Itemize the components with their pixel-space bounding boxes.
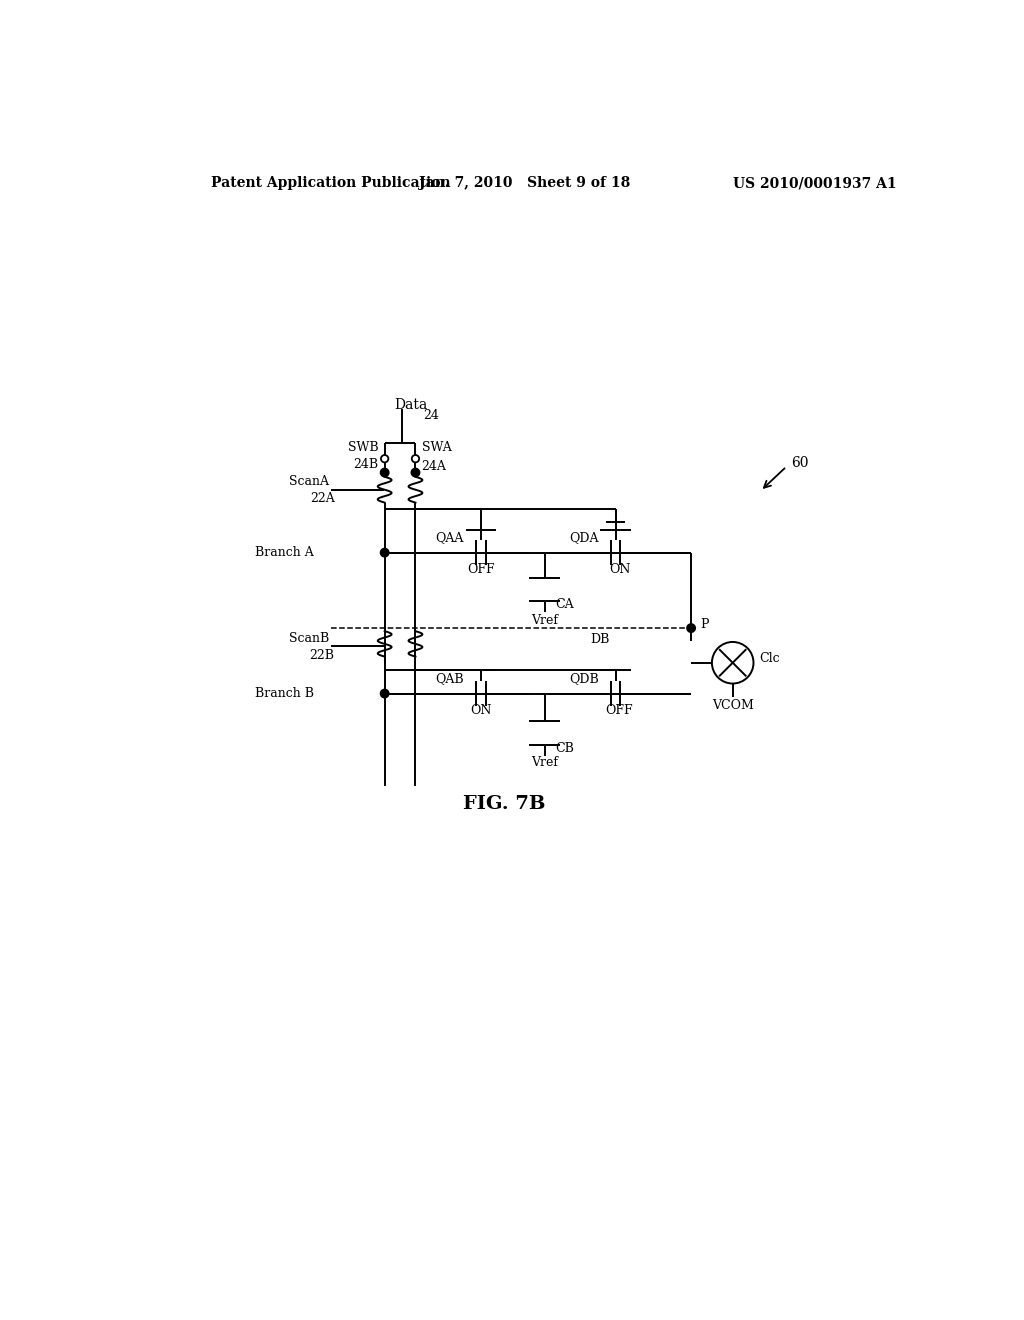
Text: SWA: SWA [422,441,452,454]
Circle shape [712,642,754,684]
Text: DB: DB [591,634,610,647]
Text: ScanB: ScanB [289,631,330,644]
Text: US 2010/0001937 A1: US 2010/0001937 A1 [732,176,896,190]
Circle shape [381,455,388,462]
Text: 60: 60 [792,455,809,470]
Circle shape [381,689,389,698]
Text: Patent Application Publication: Patent Application Publication [211,176,451,190]
Circle shape [412,455,419,462]
Text: QAA: QAA [435,531,464,544]
Text: Branch A: Branch A [255,546,313,560]
Text: Vref: Vref [531,614,558,627]
Text: OFF: OFF [467,564,495,576]
Text: SWB: SWB [348,441,379,454]
Circle shape [687,624,695,632]
Text: Data: Data [394,397,427,412]
Text: ON: ON [609,564,630,576]
Text: 24B: 24B [353,458,379,471]
Text: QDB: QDB [569,672,599,685]
Text: OFF: OFF [606,704,633,717]
Circle shape [381,469,389,477]
Circle shape [412,469,420,477]
Text: CB: CB [556,742,574,755]
Text: Branch B: Branch B [255,686,313,700]
Text: ScanA: ScanA [289,475,330,488]
Text: CA: CA [556,598,574,611]
Text: P: P [700,618,709,631]
Circle shape [381,548,389,557]
Text: Jan. 7, 2010   Sheet 9 of 18: Jan. 7, 2010 Sheet 9 of 18 [419,176,631,190]
Text: 22B: 22B [309,648,335,661]
Text: 24: 24 [423,409,439,422]
Text: 24A: 24A [422,459,446,473]
Text: ON: ON [470,704,492,717]
Text: Clc: Clc [760,652,780,665]
Text: VCOM: VCOM [712,698,754,711]
Text: Vref: Vref [531,756,558,770]
Text: FIG. 7B: FIG. 7B [463,795,545,813]
Text: QAB: QAB [435,672,464,685]
Text: 22A: 22A [310,492,335,506]
Text: QDA: QDA [569,531,599,544]
